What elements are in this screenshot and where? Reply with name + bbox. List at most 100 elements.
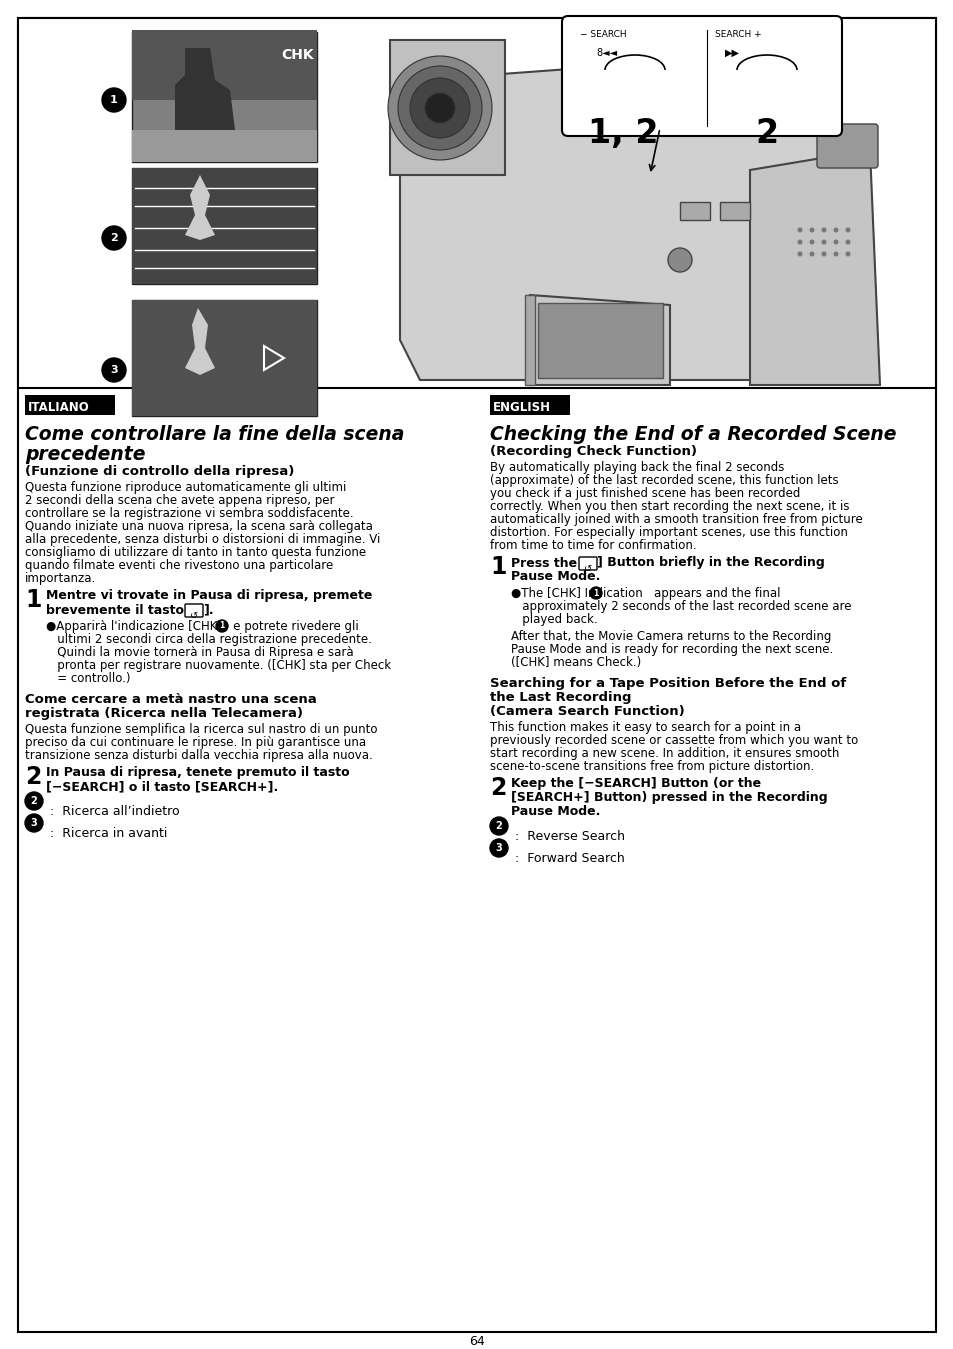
Circle shape — [25, 813, 43, 832]
Text: ENGLISH: ENGLISH — [493, 401, 551, 414]
Text: CHK: CHK — [281, 49, 314, 62]
Text: = controllo.): = controllo.) — [46, 672, 131, 685]
Text: correctly. When you then start recording the next scene, it is: correctly. When you then start recording… — [490, 500, 848, 513]
Text: precedente: precedente — [25, 445, 146, 464]
Circle shape — [844, 251, 850, 256]
Text: Checking the End of a Recorded Scene: Checking the End of a Recorded Scene — [490, 425, 896, 444]
Text: 2 secondi della scena che avete appena ripreso, per: 2 secondi della scena che avete appena r… — [25, 494, 335, 507]
Bar — [132, 32, 316, 162]
Polygon shape — [749, 150, 879, 384]
Text: (Funzione di controllo della ripresa): (Funzione di controllo della ripresa) — [25, 465, 294, 478]
Text: controllare se la registrazione vi sembra soddisfacente.: controllare se la registrazione vi sembr… — [25, 507, 354, 519]
Text: By automatically playing back the final 2 seconds: By automatically playing back the final … — [490, 461, 783, 473]
Circle shape — [821, 228, 825, 232]
Text: ultimi 2 secondi circa della registrazione precedente.: ultimi 2 secondi circa della registrazio… — [46, 633, 372, 646]
Circle shape — [102, 357, 126, 382]
Text: Press the [: Press the [ — [511, 556, 587, 569]
Text: Quando iniziate una nuova ripresa, la scena sarà collegata: Quando iniziate una nuova ripresa, la sc… — [25, 519, 373, 533]
Text: preciso da cui continuare le riprese. In più garantisce una: preciso da cui continuare le riprese. In… — [25, 737, 366, 749]
Circle shape — [490, 817, 507, 835]
Text: start recording a new scene. In addition, it ensures smooth: start recording a new scene. In addition… — [490, 747, 839, 759]
Circle shape — [102, 88, 126, 112]
Text: 1, 2: 1, 2 — [587, 117, 658, 150]
Polygon shape — [399, 55, 869, 380]
Text: previously recorded scene or cassette from which you want to: previously recorded scene or cassette fr… — [490, 734, 858, 747]
FancyBboxPatch shape — [578, 557, 597, 571]
Circle shape — [490, 839, 507, 857]
Circle shape — [844, 240, 850, 244]
Text: Questa funzione semplifica la ricerca sul nastro di un punto: Questa funzione semplifica la ricerca su… — [25, 723, 377, 737]
Text: Questa funzione riproduce automaticamente gli ultimi: Questa funzione riproduce automaticament… — [25, 482, 346, 494]
FancyBboxPatch shape — [185, 604, 203, 616]
Text: brevemente il tasto [: brevemente il tasto [ — [46, 603, 194, 616]
Text: :  Ricerca in avanti: : Ricerca in avanti — [50, 827, 167, 840]
Circle shape — [589, 587, 601, 599]
Text: Keep the [−SEARCH] Button (or the: Keep the [−SEARCH] Button (or the — [511, 777, 760, 791]
Polygon shape — [174, 49, 234, 130]
Text: Quindi la movie tornerà in Pausa di Ripresa e sarà: Quindi la movie tornerà in Pausa di Ripr… — [46, 646, 354, 660]
Bar — [132, 169, 316, 285]
Circle shape — [809, 240, 814, 244]
Text: :  Reverse Search: : Reverse Search — [515, 830, 624, 843]
Text: 1: 1 — [110, 94, 118, 105]
Text: scene-to-scene transitions free from picture distortion.: scene-to-scene transitions free from pic… — [490, 759, 814, 773]
Text: 1: 1 — [219, 622, 224, 630]
Text: from time to time for confirmation.: from time to time for confirmation. — [490, 540, 696, 552]
Circle shape — [388, 57, 492, 161]
Text: 3: 3 — [30, 817, 37, 828]
Text: played back.: played back. — [511, 612, 597, 626]
Circle shape — [410, 78, 470, 138]
Text: 1: 1 — [593, 588, 598, 598]
Text: importanza.: importanza. — [25, 572, 96, 585]
Circle shape — [424, 93, 455, 123]
Bar — [679, 202, 709, 220]
Text: 2: 2 — [490, 776, 506, 800]
Text: Mentre vi trovate in Pausa di ripresa, premete: Mentre vi trovate in Pausa di ripresa, p… — [46, 590, 372, 602]
Text: ].: ]. — [203, 603, 213, 616]
Text: ] Button briefly in the Recording: ] Button briefly in the Recording — [597, 556, 824, 569]
FancyBboxPatch shape — [816, 124, 877, 169]
Bar — [132, 30, 316, 100]
Text: After that, the Movie Camera returns to the Recording: After that, the Movie Camera returns to … — [511, 630, 830, 643]
Circle shape — [797, 251, 801, 256]
Text: transizione senza disturbi dalla vecchia ripresa alla nuova.: transizione senza disturbi dalla vecchia… — [25, 749, 373, 762]
Polygon shape — [530, 295, 669, 384]
Circle shape — [809, 228, 814, 232]
Text: Searching for a Tape Position Before the End of: Searching for a Tape Position Before the… — [490, 677, 845, 689]
Text: approximately 2 seconds of the last recorded scene are: approximately 2 seconds of the last reco… — [511, 600, 851, 612]
Polygon shape — [185, 175, 214, 240]
Bar — [132, 169, 316, 285]
Circle shape — [215, 621, 228, 631]
Bar — [537, 304, 662, 378]
Circle shape — [102, 227, 126, 250]
Bar — [390, 40, 504, 175]
Text: 2: 2 — [755, 117, 778, 150]
Text: ↺: ↺ — [190, 611, 198, 621]
Text: ●The [CHK] Indication   appears and the final: ●The [CHK] Indication appears and the fi… — [511, 587, 780, 600]
Bar — [25, 395, 115, 415]
Text: 64: 64 — [469, 1336, 484, 1348]
Text: Come cercare a metà nastro una scena: Come cercare a metà nastro una scena — [25, 693, 316, 706]
Text: 2: 2 — [25, 765, 41, 789]
Text: Pause Mode.: Pause Mode. — [511, 805, 599, 817]
Circle shape — [397, 66, 481, 150]
Bar — [18, 18, 935, 389]
Circle shape — [25, 792, 43, 809]
Text: registrata (Ricerca nella Telecamera): registrata (Ricerca nella Telecamera) — [25, 707, 303, 720]
Text: This function makes it easy to search for a point in a: This function makes it easy to search fo… — [490, 720, 801, 734]
Text: ([CHK] means Check.): ([CHK] means Check.) — [511, 656, 640, 669]
Text: 3: 3 — [496, 843, 502, 853]
Polygon shape — [185, 308, 214, 375]
Text: ▶▶: ▶▶ — [724, 49, 740, 58]
Text: consigliamo di utilizzare di tanto in tanto questa funzione: consigliamo di utilizzare di tanto in ta… — [25, 546, 366, 558]
Text: 2: 2 — [110, 233, 118, 243]
Bar — [132, 130, 316, 162]
Text: 3: 3 — [111, 366, 117, 375]
Text: In Pausa di ripresa, tenete premuto il tasto: In Pausa di ripresa, tenete premuto il t… — [46, 766, 349, 778]
Text: (Camera Search Function): (Camera Search Function) — [490, 706, 684, 718]
Text: quando filmate eventi che rivestono una particolare: quando filmate eventi che rivestono una … — [25, 558, 333, 572]
FancyBboxPatch shape — [561, 16, 841, 136]
Text: ITALIANO: ITALIANO — [28, 401, 90, 414]
Circle shape — [797, 240, 801, 244]
Text: :  Forward Search: : Forward Search — [515, 853, 624, 865]
